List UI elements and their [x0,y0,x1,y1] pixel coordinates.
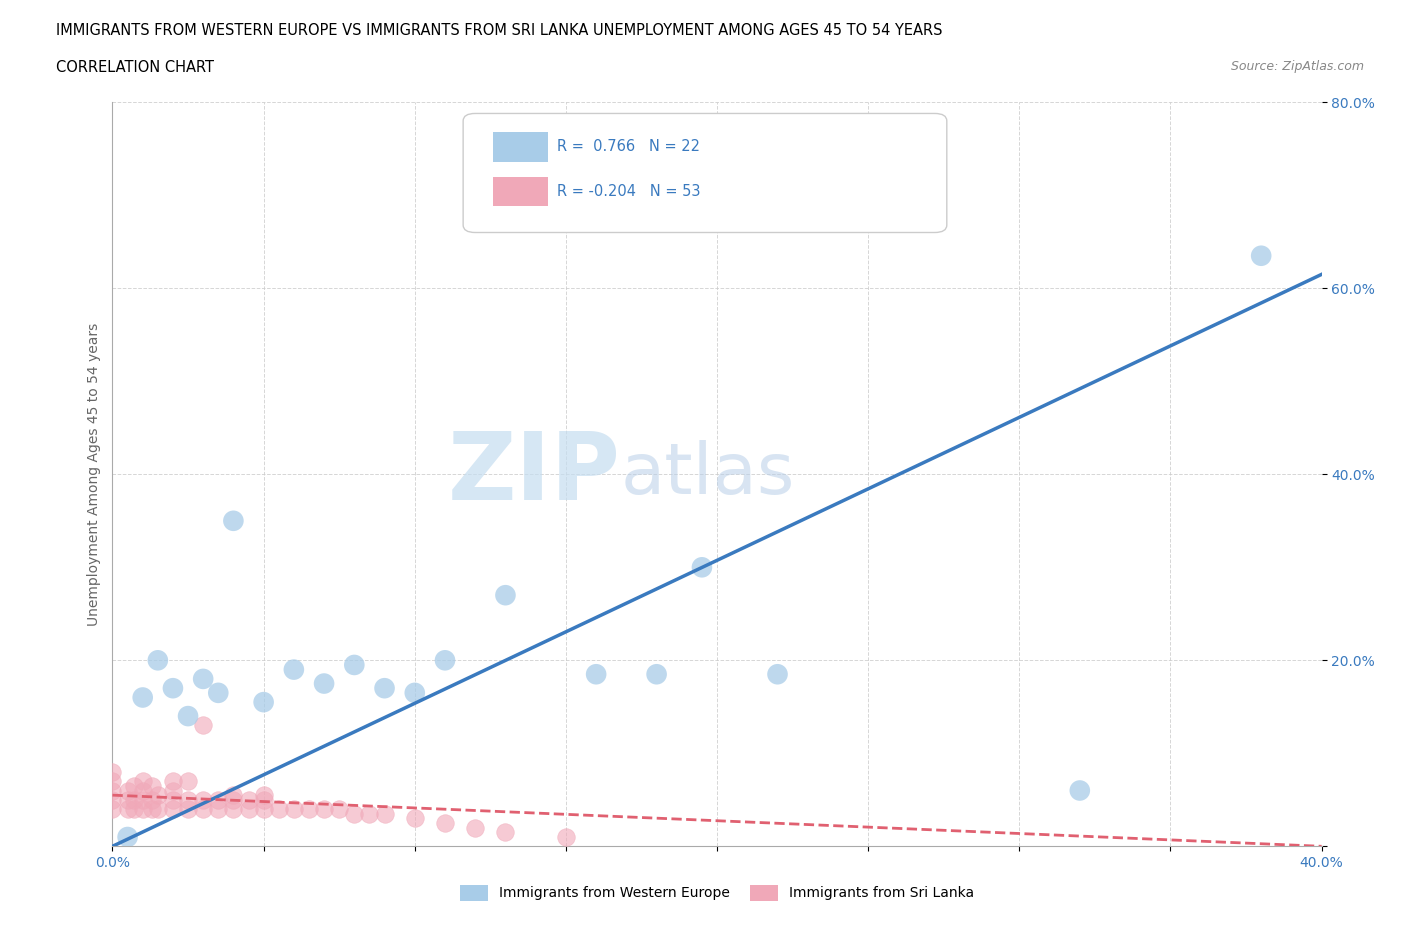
Point [328,802,350,817]
Point [222,792,245,807]
Point [122,792,145,807]
Point [122,802,145,817]
Point [101,764,124,779]
Point [117,830,139,844]
Point [162,774,184,789]
Point [253,792,276,807]
Point [117,783,139,798]
Point [314,802,336,817]
Point [238,792,260,807]
Text: R =  0.766   N = 22: R = 0.766 N = 22 [557,140,700,154]
Legend: Immigrants from Western Europe, Immigrants from Sri Lanka: Immigrants from Western Europe, Immigran… [454,879,980,907]
Point [283,662,305,677]
Point [690,560,713,575]
Point [766,667,789,682]
Point [177,792,200,807]
Point [404,811,426,826]
Point [132,774,155,789]
Bar [494,132,548,162]
Point [162,792,184,807]
Point [253,788,276,803]
Point [267,802,290,817]
Point [117,802,139,817]
Point [253,802,276,817]
Point [132,792,155,807]
Point [191,792,214,807]
Point [645,667,668,682]
Point [177,709,200,724]
Point [141,792,163,807]
Bar [494,177,548,206]
Point [374,681,396,696]
Point [298,802,321,817]
Point [207,685,229,700]
Point [253,695,276,710]
Text: ZIP: ZIP [447,429,620,520]
Point [101,774,124,789]
Point [404,685,426,700]
Point [238,802,260,817]
Point [132,690,155,705]
Point [207,802,229,817]
Point [433,816,456,830]
Point [191,671,214,686]
Point [132,783,155,798]
Point [117,792,139,807]
Point [141,778,163,793]
Point [585,667,607,682]
Point [162,681,184,696]
Point [464,820,486,835]
Point [314,676,336,691]
Point [177,774,200,789]
Text: atlas: atlas [620,440,794,509]
Point [222,513,245,528]
Point [191,802,214,817]
Text: Source: ZipAtlas.com: Source: ZipAtlas.com [1230,60,1364,73]
Point [141,802,163,817]
Point [101,792,124,807]
Point [283,802,305,817]
Point [554,830,576,844]
Point [132,802,155,817]
FancyBboxPatch shape [463,113,946,232]
Point [1069,783,1091,798]
Point [146,653,169,668]
Point [162,802,184,817]
Point [101,783,124,798]
Point [207,792,229,807]
Point [343,806,366,821]
Point [495,588,517,603]
Point [122,778,145,793]
Point [101,802,124,817]
Y-axis label: Unemployment Among Ages 45 to 54 years: Unemployment Among Ages 45 to 54 years [87,323,101,626]
Point [495,825,517,840]
Point [374,806,396,821]
Point [433,653,456,668]
Point [146,802,169,817]
Text: R = -0.204   N = 53: R = -0.204 N = 53 [557,184,702,199]
Text: CORRELATION CHART: CORRELATION CHART [56,60,214,75]
Point [191,718,214,733]
Point [146,788,169,803]
Point [1250,248,1272,263]
Point [177,802,200,817]
Point [222,788,245,803]
Text: IMMIGRANTS FROM WESTERN EUROPE VS IMMIGRANTS FROM SRI LANKA UNEMPLOYMENT AMONG A: IMMIGRANTS FROM WESTERN EUROPE VS IMMIGR… [56,23,943,38]
Point [162,783,184,798]
Point [343,658,366,672]
Point [359,806,381,821]
Point [222,802,245,817]
